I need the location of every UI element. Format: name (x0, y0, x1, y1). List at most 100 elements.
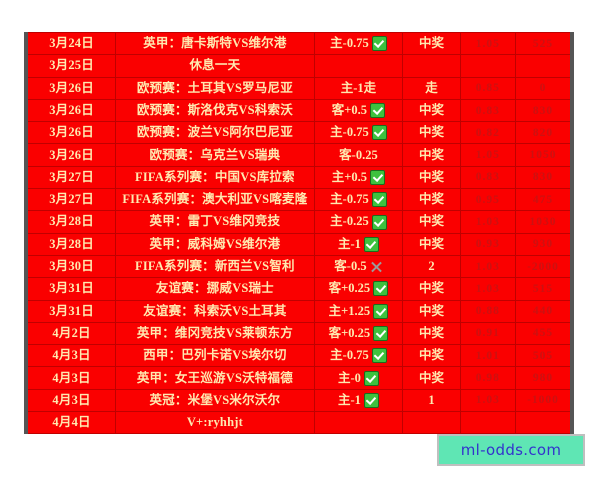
table-row: 3月25日 休息一天 (25, 54, 573, 78)
check-icon (371, 125, 387, 141)
cell-match: 英甲：女王巡游VS沃特福德 (115, 366, 315, 390)
handicap-label: 主-1 (337, 392, 361, 407)
cell-profit: 0 (515, 76, 573, 100)
cell-handicap: 主+0.5 (313, 165, 404, 190)
watermark-text: ml-odds.com (460, 441, 562, 459)
table-row: 4月3日 英冠：米堡VS米尔沃尔 主-1 1 1.03 -1000 (25, 388, 573, 413)
handicap-label: 客-0.5 (334, 259, 367, 274)
cell-profit: 830 (515, 165, 573, 190)
cell-profit: 440 (515, 299, 573, 323)
cell-result: 中奖 (402, 31, 461, 56)
cell-date: 3月26日 (25, 98, 117, 123)
cell-date: 3月30日 (25, 254, 117, 279)
cell-result: 中奖 (402, 210, 461, 234)
cell-match: 英甲：维冈竞技VS莱顿东方 (115, 321, 315, 346)
handicap-label: 主-1 (337, 236, 361, 251)
cell-odds: 1.03 (459, 210, 517, 234)
table-row: 4月3日 英甲：女王巡游VS沃特福德 主-0 中奖 0.98 980 (25, 366, 573, 390)
cell-handicap (313, 411, 404, 435)
check-icon (363, 370, 379, 386)
handicap-label: 主-0.75 (330, 36, 369, 51)
cell-profit (515, 411, 573, 435)
handicap-label: 主+1.25 (328, 303, 371, 318)
cell-odds: 1.05 (459, 31, 517, 56)
cell-date: 4月3日 (25, 344, 117, 368)
handicap-wrap: 客+0.25 (329, 326, 389, 341)
cell-match: FIFA系列赛：中国VS库拉索 (115, 165, 315, 190)
table-row: 3月26日 欧预赛：波兰VS阿尔巴尼亚 主-0.75 中奖 0.82 820 (25, 121, 573, 145)
cell-handicap: 主-1 (313, 388, 404, 413)
cell-profit: 930 (515, 232, 573, 256)
cell-match: FIFA系列赛：新西兰VS智利 (115, 254, 315, 279)
cell-result: 中奖 (402, 277, 461, 301)
cell-date: 3月25日 (25, 54, 117, 78)
cell-result: 中奖 (402, 121, 461, 145)
cell-handicap: 主-0.75 (313, 344, 404, 368)
results-table-body: 3月24日 英甲：唐卡斯特VS维尔港 主-0.75 中奖 1.05 525 3月25日 休息一… (25, 31, 573, 435)
table-row: 3月30日 FIFA系列赛：新西兰VS智利 客-0.5 2 1.03 -2000 (25, 254, 573, 279)
cell-result: 中奖 (402, 143, 461, 167)
table-row: 3月27日 FIFA系列赛：中国VS库拉索 主+0.5 中奖 0.83 830 (25, 165, 573, 190)
table-row: 4月4日 V+:ryhhjt (25, 411, 573, 435)
cell-date: 4月4日 (25, 411, 117, 435)
cell-result: 中奖 (402, 299, 461, 323)
cell-handicap: 主-1走 (313, 76, 404, 100)
check-icon (371, 36, 387, 52)
check-icon (363, 236, 379, 252)
cell-profit: -1000 (515, 388, 573, 413)
cell-handicap: 主-0.75 (313, 121, 404, 145)
check-icon (371, 192, 387, 208)
cell-result (402, 54, 461, 78)
cell-profit: 1050 (515, 143, 573, 167)
cell-odds: 0.98 (459, 366, 517, 390)
cell-profit: -2000 (515, 254, 573, 279)
cell-odds: 1.03 (459, 277, 517, 301)
cell-handicap: 主-0.75 (313, 188, 404, 212)
cell-handicap: 主+1.25 (313, 299, 404, 323)
check-icon (370, 169, 386, 185)
handicap-wrap: 主-1 (337, 236, 379, 252)
check-icon (370, 103, 386, 119)
table-row: 3月28日 英甲：雷丁VS维冈竞技 主-0.25 中奖 1.03 1030 (25, 210, 573, 234)
handicap-wrap: 主-0.25 (330, 214, 387, 230)
check-icon (373, 303, 389, 319)
cell-result: 中奖 (402, 366, 461, 390)
check-icon (363, 392, 379, 408)
cell-result: 2 (402, 254, 461, 279)
cell-result: 1 (402, 388, 461, 413)
handicap-wrap: 主-1走 (341, 81, 376, 95)
cell-profit: 505 (515, 344, 573, 368)
cell-odds: 0.95 (459, 188, 517, 212)
cell-odds (459, 54, 517, 78)
cell-match: V+:ryhhjt (115, 411, 315, 435)
cell-odds: 0.83 (459, 98, 517, 123)
cell-match: 欧预赛：波兰VS阿尔巴尼亚 (115, 121, 315, 145)
handicap-wrap: 客-0.25 (339, 148, 378, 162)
cell-handicap: 主-0.25 (313, 210, 404, 234)
cell-result (402, 411, 461, 435)
cell-match: 欧预赛：乌克兰VS瑞典 (115, 143, 315, 167)
cell-date: 4月3日 (25, 366, 117, 390)
handicap-wrap: 客-0.5 (334, 259, 382, 274)
cell-date: 3月27日 (25, 165, 117, 190)
cell-date: 4月3日 (25, 388, 117, 413)
table-row: 4月2日 英甲：维冈竞技VS莱顿东方 客+0.25 中奖 0.91 455 (25, 321, 573, 346)
cell-odds: 0.93 (459, 232, 517, 256)
handicap-wrap: 主-0 (338, 370, 379, 386)
cell-result: 中奖 (402, 165, 461, 190)
cell-handicap: 客+0.5 (313, 98, 404, 123)
cell-date: 3月26日 (25, 76, 117, 100)
betting-results-table: 3月24日 英甲：唐卡斯特VS维尔港 主-0.75 中奖 1.05 525 3月25日 休息一… (24, 31, 574, 435)
cell-odds: 1.03 (459, 254, 517, 279)
handicap-wrap: 客+0.5 (332, 103, 386, 119)
table-row: 3月31日 友谊赛：科索沃VS土耳其 主+1.25 中奖 0.88 440 (25, 299, 573, 323)
cell-match: 英冠：米堡VS米尔沃尔 (115, 388, 315, 413)
handicap-wrap: 主-0.75 (330, 36, 387, 52)
table-row: 4月3日 西甲：巴列卡诺VS埃尔切 主-0.75 中奖 1.01 505 (25, 344, 573, 368)
check-icon (371, 348, 387, 364)
cell-handicap: 客+0.25 (313, 277, 404, 301)
cell-date: 4月2日 (25, 321, 117, 346)
handicap-label: 主-0.75 (330, 192, 369, 207)
cell-result: 中奖 (402, 232, 461, 256)
cell-handicap (313, 54, 404, 78)
